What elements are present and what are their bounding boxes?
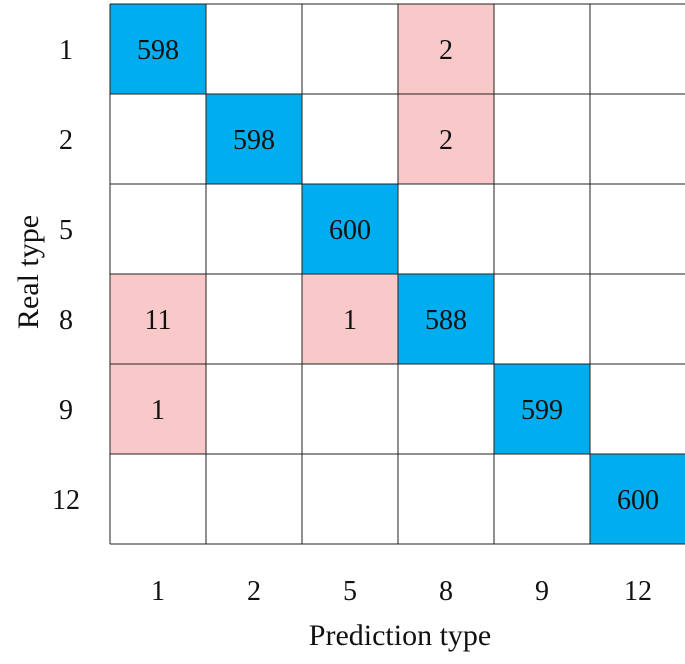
heatmap-cell-9-9 [494, 364, 590, 454]
cell-value-8-1: 11 [145, 305, 172, 336]
cell-value-5-5: 600 [329, 215, 371, 246]
heatmap-cell-9-1 [110, 364, 206, 454]
cell-value-8-8: 588 [425, 305, 467, 336]
heatmap-cell-1-9 [494, 4, 590, 94]
x-tick-label: 12 [624, 576, 652, 607]
x-axis-label: Prediction type [309, 619, 491, 652]
heatmap-cell-9-12 [590, 364, 685, 454]
heatmap-cell-5-2 [206, 184, 302, 274]
x-tick-label: 5 [343, 576, 357, 607]
heatmap-cell-8-5 [302, 274, 398, 364]
heatmap-cell-8-12 [590, 274, 685, 364]
y-tick-label: 1 [59, 35, 73, 66]
heatmap-cell-8-8 [398, 274, 494, 364]
cell-value-2-2: 598 [233, 125, 275, 156]
heatmap-cell-8-1 [110, 274, 206, 364]
heatmap-cell-5-12 [590, 184, 685, 274]
heatmap-cell-5-8 [398, 184, 494, 274]
cell-value-1-8: 2 [439, 35, 453, 66]
heatmap-cell-2-2 [206, 94, 302, 184]
heatmap-cell-5-9 [494, 184, 590, 274]
heatmap-cell-2-9 [494, 94, 590, 184]
x-tick-label: 8 [439, 576, 453, 607]
x-axis-ticks: 1 2 5 8 9 12 [151, 576, 652, 607]
cell-value-2-8: 2 [439, 125, 453, 156]
heatmap-cell-12-9 [494, 454, 590, 544]
heatmap-cell-1-8 [398, 4, 494, 94]
x-tick-label: 9 [535, 576, 549, 607]
y-tick-label: 12 [52, 485, 80, 516]
x-tick-label: 2 [247, 576, 261, 607]
cell-value-9-9: 599 [521, 395, 563, 426]
heatmap-cell-2-8 [398, 94, 494, 184]
heatmap-cell-2-12 [590, 94, 685, 184]
x-tick-label: 1 [151, 576, 165, 607]
heatmap-cell-2-5 [302, 94, 398, 184]
heatmap-cell-9-5 [302, 364, 398, 454]
cell-value-8-5: 1 [343, 305, 357, 336]
cell-value-12-12: 600 [617, 485, 659, 516]
y-tick-label: 5 [59, 215, 73, 246]
heatmap-cell-8-9 [494, 274, 590, 364]
heatmap-cell-12-8 [398, 454, 494, 544]
y-tick-label: 2 [59, 125, 73, 156]
heatmap-cells [110, 4, 685, 544]
heatmap-grid [109, 3, 685, 545]
heatmap-cell-1-2 [206, 4, 302, 94]
cell-value-1-1: 598 [137, 35, 179, 66]
heatmap-cell-12-2 [206, 454, 302, 544]
heatmap-cell-8-2 [206, 274, 302, 364]
heatmap-cell-5-1 [110, 184, 206, 274]
heatmap-cell-9-8 [398, 364, 494, 454]
heatmap-cell-9-2 [206, 364, 302, 454]
heatmap-cell-12-12 [590, 454, 685, 544]
heatmap-cell-1-5 [302, 4, 398, 94]
y-tick-label: 8 [59, 305, 73, 336]
heatmap-cell-12-5 [302, 454, 398, 544]
heatmap-cell-5-5 [302, 184, 398, 274]
heatmap-cell-1-12 [590, 4, 685, 94]
heatmap-cell-1-1 [110, 4, 206, 94]
y-tick-label: 9 [59, 395, 73, 426]
y-axis-label: Real type [12, 215, 45, 329]
cell-value-9-1: 1 [151, 395, 165, 426]
heatmap-cell-2-1 [110, 94, 206, 184]
heatmap-cell-12-1 [110, 454, 206, 544]
